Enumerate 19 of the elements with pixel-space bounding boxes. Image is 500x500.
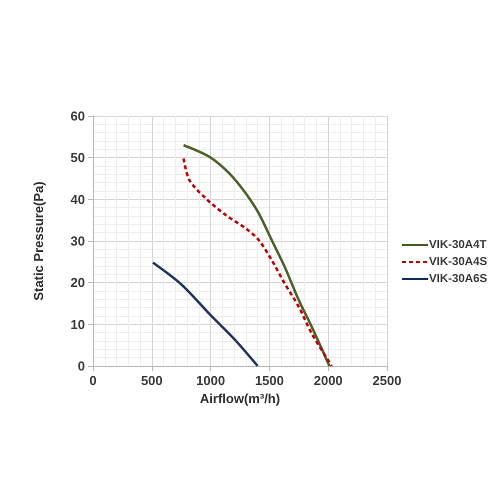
- legend-label: VIK-30A4T: [429, 239, 487, 251]
- y-axis-title: Static Pressure(Pa): [31, 181, 46, 301]
- y-tick-label: 20: [70, 275, 85, 290]
- x-tick-label: 500: [140, 373, 163, 388]
- x-axis-title: Airflow(m³/h): [200, 391, 280, 406]
- line-series: [152, 261, 259, 368]
- y-tick-label: 0: [78, 358, 85, 374]
- x-tick-label: 1500: [254, 373, 284, 388]
- x-tick-label: 0: [89, 373, 97, 388]
- y-tick-label: 50: [70, 150, 85, 166]
- y-tick-label: 10: [70, 316, 85, 332]
- legend-label: VIK-30A4S: [429, 256, 488, 268]
- y-tick-label: 40: [70, 192, 85, 207]
- x-tick-label: 2000: [314, 373, 343, 388]
- y-tick-label: 30: [70, 234, 85, 248]
- x-tick-label: 1000: [196, 373, 226, 388]
- legend-label: VIK-30A6S: [429, 273, 488, 285]
- y-tick-label: 60: [70, 108, 85, 124]
- x-tick-label: 2500: [372, 373, 402, 388]
